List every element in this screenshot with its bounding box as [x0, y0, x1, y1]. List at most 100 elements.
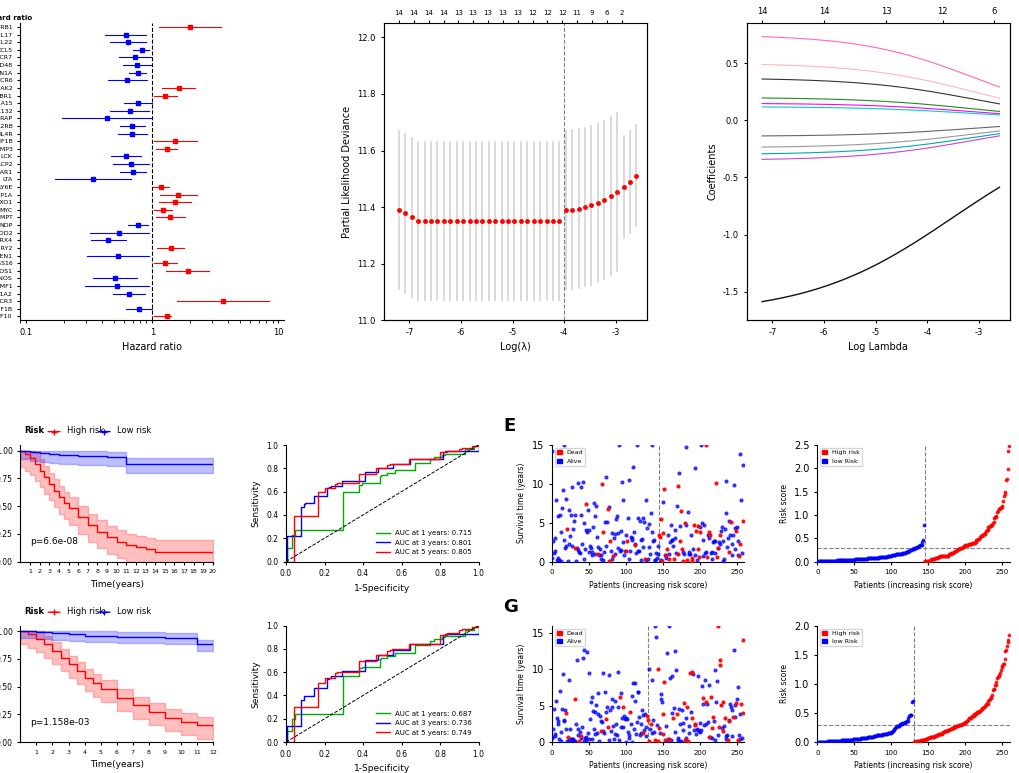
- Point: [962, 538, 978, 550]
- AUC at 5 years: 0.749: (0.168, 0.51): 0.749: (0.168, 0.51): [312, 678, 324, 687]
- Point: [904, 543, 920, 555]
- Point: [625, 526, 641, 539]
- AUC at 3 years: 0.801: (0.828, 0.945): 0.801: (0.828, 0.945): [439, 447, 451, 456]
- Point: [579, 526, 595, 538]
- Point: [552, 555, 569, 567]
- AUC at 5 years: 0.805: (0.552, 0.841): 0.805: (0.552, 0.841): [386, 459, 398, 468]
- Point: [839, 734, 855, 747]
- Point: [725, 710, 741, 723]
- Point: [984, 683, 1001, 695]
- Point: [987, 676, 1004, 689]
- Point: [586, 548, 602, 560]
- AUC at 1 years: 0.687: (0.524, 0.739): 0.687: (0.524, 0.739): [380, 652, 392, 661]
- Point: [924, 730, 941, 743]
- Y-axis label: Partial Likelihood Deviance: Partial Likelihood Deviance: [341, 106, 352, 238]
- X-axis label: 1-Specificity: 1-Specificity: [354, 584, 410, 593]
- Point: [616, 545, 633, 557]
- Point: [635, 727, 651, 739]
- AUC at 1 years: 0.687: (0.488, 0.714): 0.687: (0.488, 0.714): [374, 654, 386, 663]
- Point: [893, 547, 909, 560]
- Point: [644, 674, 660, 686]
- Point: [891, 720, 907, 732]
- Point: [871, 729, 888, 741]
- Point: [543, 731, 559, 744]
- X-axis label: Log(λ): Log(λ): [499, 342, 530, 352]
- Point: [700, 730, 716, 743]
- Point: [972, 703, 988, 715]
- AUC at 3 years: 0.801: (0.144, 0.561): 0.801: (0.144, 0.561): [308, 492, 320, 501]
- AUC at 1 years: 0.687: (0.808, 0.905): 0.687: (0.808, 0.905): [435, 632, 447, 642]
- Point: [875, 727, 892, 740]
- Text: p=6.6e-08: p=6.6e-08: [30, 537, 77, 546]
- Point: [613, 712, 630, 724]
- Point: [686, 550, 702, 562]
- Point: [577, 543, 593, 556]
- Point: [568, 717, 584, 730]
- Point: [631, 710, 647, 723]
- Point: [713, 722, 730, 734]
- Point: [732, 537, 748, 550]
- Point: [856, 732, 872, 744]
- Point: [863, 730, 879, 743]
- Point: [629, 686, 645, 699]
- AUC at 1 years: 0.715: (0.298, 0.596): 0.715: (0.298, 0.596): [337, 488, 350, 497]
- Point: [910, 735, 926, 747]
- Point: [828, 554, 845, 567]
- Point: [592, 715, 608, 727]
- Point: [613, 475, 630, 488]
- Point: [952, 718, 968, 730]
- Point: [688, 553, 704, 566]
- Point: [856, 731, 872, 744]
- Point: [677, 516, 693, 529]
- Point: [809, 555, 825, 567]
- Point: [627, 537, 643, 550]
- Point: [854, 732, 870, 744]
- Point: [633, 704, 649, 717]
- Point: [703, 722, 719, 734]
- Point: [972, 530, 988, 542]
- Point: [585, 704, 601, 717]
- Point: [596, 516, 612, 528]
- Point: [660, 547, 677, 560]
- AUC at 1 years: 0.715: (0.991, 0.996): 0.715: (0.991, 0.996): [470, 441, 482, 450]
- Point: [565, 523, 581, 535]
- Point: [808, 736, 824, 748]
- Point: [647, 547, 663, 559]
- Point: [585, 521, 601, 533]
- Point: [924, 553, 941, 565]
- Point: [690, 724, 706, 736]
- Point: [844, 553, 860, 566]
- Point: [946, 720, 962, 733]
- Point: [671, 735, 687, 747]
- Point: [603, 553, 620, 566]
- AUC at 1 years: 0.687: (0.974, 0.988): 0.687: (0.974, 0.988): [467, 622, 479, 632]
- Point: [679, 700, 695, 713]
- Point: [833, 734, 849, 747]
- AUC at 1 years: 0.715: (0.77, 0.894): 0.715: (0.77, 0.894): [428, 453, 440, 462]
- Point: [900, 710, 916, 722]
- Point: [716, 507, 733, 519]
- Point: [599, 502, 615, 515]
- Point: [918, 732, 934, 744]
- Point: [623, 530, 639, 543]
- Point: [1000, 629, 1016, 642]
- Point: [633, 727, 649, 739]
- Point: [993, 501, 1009, 513]
- Point: [693, 517, 709, 530]
- AUC at 3 years: 0.801: (0.0969, 0.498): 0.801: (0.0969, 0.498): [299, 499, 311, 508]
- Point: [902, 709, 918, 721]
- Point: [571, 547, 587, 559]
- Point: [634, 709, 650, 721]
- AUC at 5 years: 0.749: (0.835, 0.934): 0.749: (0.835, 0.934): [440, 628, 452, 638]
- Point: [677, 441, 693, 453]
- Point: [938, 724, 955, 737]
- Point: [959, 538, 975, 550]
- Point: [549, 715, 566, 727]
- Point: [993, 661, 1009, 673]
- Point: [928, 729, 945, 741]
- Point: [667, 663, 684, 676]
- Point: [838, 553, 854, 566]
- Point: [551, 509, 568, 521]
- Point: [638, 553, 654, 566]
- Point: [846, 553, 862, 566]
